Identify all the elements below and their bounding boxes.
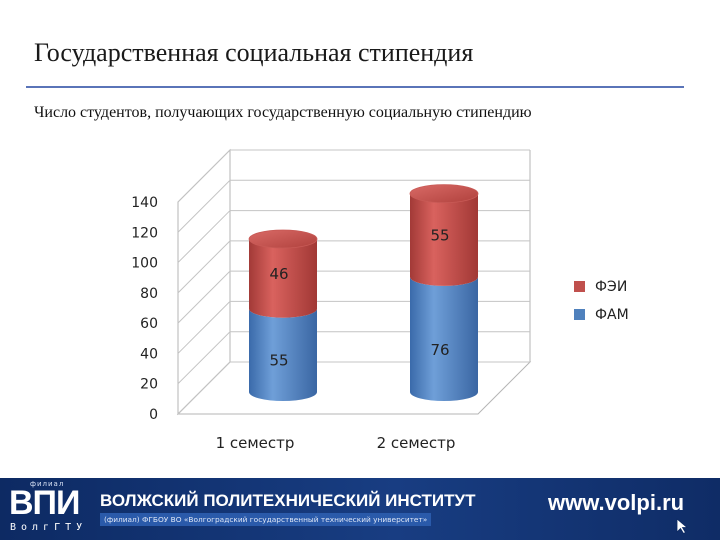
bar-segment bbox=[249, 239, 317, 318]
chart-legend: ФЭИ ФАМ bbox=[574, 279, 629, 323]
legend-label: ФАМ bbox=[595, 307, 629, 323]
legend-swatch bbox=[574, 281, 585, 292]
gridline bbox=[177, 149, 530, 203]
logo-small-text: филиал bbox=[30, 480, 65, 488]
x-tick-label: 2 семестр bbox=[377, 434, 456, 452]
slide-title: Государственная социальная стипендия bbox=[34, 38, 474, 67]
slide-subtitle: Число студентов, получающих государствен… bbox=[34, 104, 532, 121]
bar-segment bbox=[249, 308, 317, 401]
side-wall bbox=[177, 148, 231, 416]
chart-bars: 55 46 76 55 bbox=[248, 184, 479, 401]
data-label: 55 bbox=[269, 351, 288, 369]
y-tick-label: 0 bbox=[149, 407, 158, 423]
logo-text: ВПИ bbox=[9, 484, 80, 522]
x-axis-labels: 1 семестр 2 семестр bbox=[216, 434, 456, 452]
legend-swatch bbox=[574, 309, 585, 320]
chart-gridlines bbox=[177, 149, 530, 415]
y-tick-label: 20 bbox=[140, 377, 158, 393]
y-axis-ticks: 0 20 40 60 80 100 120 140 bbox=[131, 195, 158, 423]
logo-city: ВолгГТУ bbox=[10, 522, 88, 533]
y-tick-label: 80 bbox=[140, 286, 158, 302]
title-divider bbox=[26, 86, 684, 88]
bar-top-cap bbox=[409, 184, 479, 204]
bar-segment bbox=[410, 193, 478, 286]
y-tick-label: 40 bbox=[140, 346, 158, 362]
institute-name: ВОЛЖСКИЙ ПОЛИТЕХНИЧЕСКИЙ ИНСТИТУТ bbox=[100, 491, 476, 510]
data-label: 55 bbox=[430, 226, 449, 244]
website-link[interactable]: www.volpi.ru bbox=[548, 490, 685, 515]
cursor-arrow-icon bbox=[676, 518, 689, 534]
bar-segment bbox=[410, 276, 478, 401]
y-tick-label: 60 bbox=[140, 316, 158, 332]
y-tick-label: 120 bbox=[131, 225, 158, 241]
stacked-cylinder-chart: 0 20 40 60 80 100 120 140 55 46 76 55 1 семестр 2 с… bbox=[131, 148, 629, 452]
data-label: 76 bbox=[430, 341, 449, 359]
data-label: 46 bbox=[269, 265, 288, 283]
y-tick-label: 100 bbox=[131, 256, 158, 272]
footer-banner: филиал ВПИ ВолгГТУ ВОЛЖСКИЙ ПОЛИТЕХНИЧЕС… bbox=[0, 478, 720, 540]
institute-logo: филиал ВПИ ВолгГТУ bbox=[0, 478, 96, 540]
gridline bbox=[177, 179, 530, 233]
legend-label: ФЭИ bbox=[595, 279, 627, 295]
institute-subtitle: (филиал) ФГБОУ ВО «Волгоградский государ… bbox=[100, 513, 432, 526]
x-tick-label: 1 семестр bbox=[216, 434, 295, 452]
bar-top-cap bbox=[248, 229, 318, 249]
y-tick-label: 140 bbox=[131, 195, 158, 211]
